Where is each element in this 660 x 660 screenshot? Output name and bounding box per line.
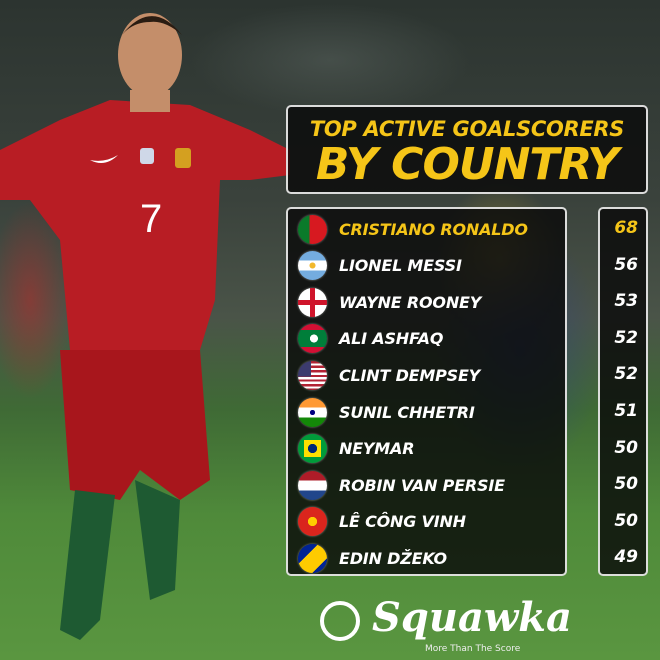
player-name: LÊ CÔNG VINH [339,512,466,532]
player-name: CRISTIANO RONALDO [339,219,528,239]
player-row: EDIN DŽEKO [298,543,447,573]
player-name: EDIN DŽEKO [339,548,447,568]
usa-flag-icon [298,360,327,390]
argentina-flag-icon [298,251,327,281]
player-goals: 56 [614,254,638,275]
title-box: TOP ACTIVE GOALSCORERS BY COUNTRY [286,105,648,194]
player-goals: 52 [614,364,638,385]
player-list: CRISTIANO RONALDO LIONEL MESSI WAYNE ROONE… [286,207,567,576]
maldives-flag-icon [298,324,327,354]
player-name: ROBIN VAN PERSIE [339,475,505,495]
player-row: CLINT DEMPSEY [298,360,480,390]
player-name: WAYNE ROONEY [339,292,482,312]
player-goals: 50 [614,474,638,495]
india-flag-icon [298,397,327,427]
player-goals: 53 [614,291,638,312]
logo-tagline: More Than The Score [425,644,521,654]
player-row: WAYNE ROONEY [298,287,481,317]
player-photo: 7 [0,13,290,640]
squawka-logo-icon [320,601,360,641]
vietnam-flag-icon [298,507,327,537]
player-row: CRISTIANO RONALDO [298,214,528,244]
player-name: SUNIL CHHETRI [339,402,475,422]
title-line-1: TOP ACTIVE GOALSCORERS [309,117,625,141]
player-goals: 50 [614,510,638,531]
player-row: NEYMAR [298,434,415,464]
player-goals: 49 [614,547,638,568]
player-goals: 50 [614,437,638,458]
player-row: LIONEL MESSI [298,251,462,281]
player-name: NEYMAR [339,439,415,459]
brazil-flag-icon [298,434,327,464]
player-row: ALI ASHFAQ [298,324,443,354]
player-name: LIONEL MESSI [339,256,462,276]
player-name: ALI ASHFAQ [339,329,444,349]
player-goals: 68 [614,218,638,238]
player-row: LÊ CÔNG VINH [298,507,466,537]
goals-column: 68 56 53 52 52 51 50 50 50 49 [598,207,648,576]
logo-brand: Squawka [372,594,572,641]
player-goals: 52 [614,327,638,348]
portugal-flag-icon [298,214,327,244]
england-flag-icon [298,287,327,317]
player-name: CLINT DEMPSEY [339,365,481,385]
jersey-number: 7 [140,197,162,241]
player-goals: 51 [614,401,638,421]
title-line-2: BY COUNTRY [315,139,619,190]
bosnia-flag-icon [298,543,327,573]
player-row: SUNIL CHHETRI [298,397,475,427]
player-row: ROBIN VAN PERSIE [298,470,505,500]
netherlands-flag-icon [298,470,327,500]
